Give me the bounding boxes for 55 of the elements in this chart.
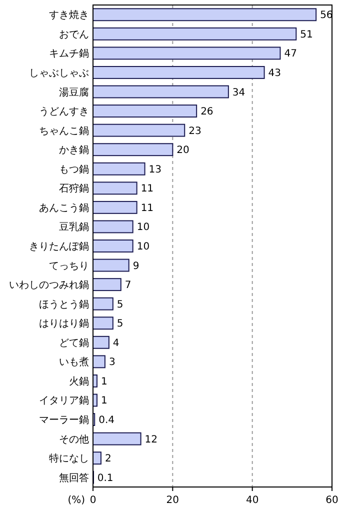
data-label: 20 [176,145,190,156]
y-tick-label: 石狩鍋 [59,182,89,195]
data-label: 5 [116,299,124,310]
y-tick-label: しゃぶしゃぶ [29,68,89,79]
y-tick-label: 火鍋 [69,375,89,388]
y-tick-label: いわしのつみれ鍋 [9,280,89,292]
y-tick-label: はりはり鍋 [39,318,89,330]
y-tick-label: きりたんぽ鍋 [29,242,89,252]
y-tick-label: てっちり [49,260,89,272]
y-tick-label: いも煮 [59,356,89,368]
y-tick-label: おでん [59,29,89,40]
y-tick-label: かき鍋 [59,145,89,156]
data-label: 4 [112,338,120,349]
y-tick-label: ちゃんこ鍋 [39,126,89,137]
data-label: 10 [136,242,150,252]
data-label: 9 [132,260,140,272]
x-tick-label: 20 [166,495,180,506]
y-tick-label: 湯豆腐 [59,86,89,98]
data-label: 2 [104,454,112,465]
data-label: 0.1 [97,472,114,484]
y-tick-label: ほうとう鍋 [39,299,89,310]
data-label: 7 [124,280,132,292]
data-label: 26 [200,106,214,118]
y-tick-label: キムチ鍋 [49,48,89,60]
data-label: 11 [140,184,154,195]
y-tick-label: あんこう鍋 [39,202,89,214]
data-label: 3 [108,357,116,368]
data-label: 1 [100,376,108,388]
y-tick-label: マーラー鍋 [39,415,89,426]
data-label: 0.4 [98,415,114,426]
data-label: 11 [140,202,154,214]
data-label: 1 [100,396,108,407]
y-tick-label: すき焼き [49,9,89,22]
data-label: 51 [300,29,313,40]
x-tick-label: 0 [90,495,96,506]
data-label: 47 [284,48,297,60]
data-label: 13 [148,164,162,176]
data-label: 23 [188,126,202,137]
y-tick-label: イタリア鍋 [39,396,89,407]
data-label: 34 [232,87,246,98]
y-tick-label: どて鍋 [59,338,89,349]
y-tick-label: うどんすき [39,106,89,118]
data-label: 12 [144,434,158,446]
y-tick-label: 豆乳鍋 [59,221,89,234]
data-label: 5 [116,318,124,330]
y-tick-label: その他 [59,433,89,446]
x-tick-label: 40 [246,495,259,506]
data-label: 43 [268,68,282,79]
x-tick-label: 60 [326,495,338,506]
y-tick-label: 無回答 [59,472,89,484]
y-tick-label: 特になし [49,452,89,465]
data-label: 56 [320,10,333,22]
data-label: 10 [136,222,150,234]
x-axis-title: (%) [68,495,86,506]
y-tick-label: もつ鍋 [59,164,89,176]
